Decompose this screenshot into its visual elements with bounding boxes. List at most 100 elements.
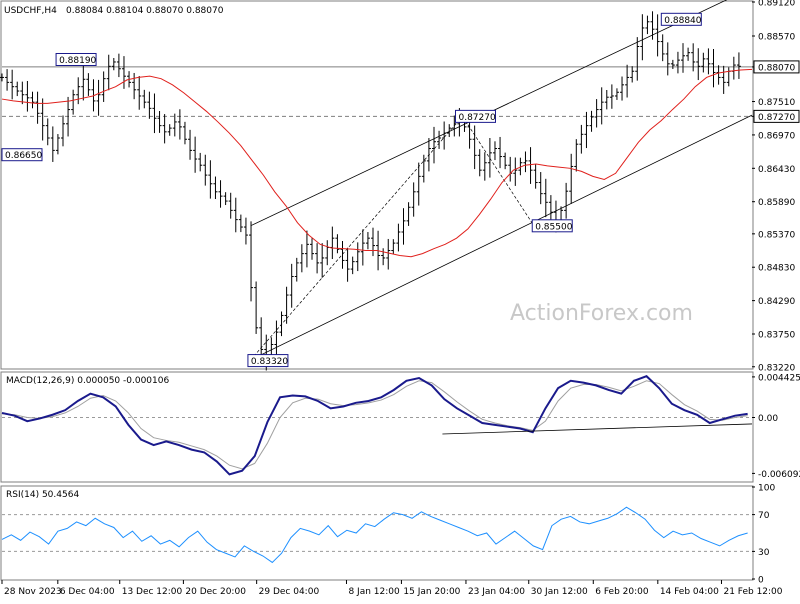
candle [584, 111, 589, 149]
price-y-tick-label: 0.84830 [758, 264, 795, 274]
candle [66, 96, 71, 137]
candle [721, 65, 726, 94]
candle [513, 157, 518, 186]
price-y-tick-label: 0.86430 [758, 165, 795, 175]
price-y-tick-label: 0.85370 [758, 230, 795, 240]
x-tick-label: 23 Jan 04:00 [468, 587, 525, 597]
candle [76, 77, 81, 105]
macd-signal-line [1, 380, 748, 470]
price-y-tick-label: 0.86970 [758, 131, 795, 141]
candle [177, 109, 182, 140]
candle [137, 76, 142, 110]
candle [640, 14, 645, 61]
candle [630, 66, 635, 83]
candle [294, 257, 299, 282]
candle [645, 15, 650, 35]
candle [0, 73, 4, 82]
candle [543, 178, 548, 218]
candle [121, 56, 126, 89]
candle [614, 88, 619, 100]
price-annotation: 0.88840 [660, 12, 702, 26]
candle [477, 149, 482, 177]
price-annotation: 0.85500 [531, 219, 573, 233]
candle [289, 263, 294, 308]
candle [111, 58, 116, 71]
candle [35, 91, 40, 124]
candle [157, 111, 162, 133]
rsi-panel-frame [0, 485, 754, 581]
candle [686, 47, 691, 61]
candle [650, 11, 655, 40]
candle [452, 115, 457, 137]
candle [589, 110, 594, 132]
candle [279, 311, 284, 337]
candle [142, 89, 147, 109]
annotation-box [660, 12, 702, 26]
x-tick-label: 28 Nov 2023 [4, 587, 62, 597]
candle [304, 230, 309, 268]
candle [249, 221, 254, 302]
candle [487, 138, 492, 178]
candle [660, 34, 665, 62]
candle [243, 217, 248, 245]
candle [655, 14, 660, 57]
candle [345, 247, 350, 282]
candle [442, 121, 447, 150]
rsi-y-tick-label: 30 [758, 548, 770, 558]
candle [213, 176, 218, 200]
candle [548, 195, 553, 220]
x-tick-label: 15 Jan 20:00 [403, 587, 460, 597]
candle [675, 51, 680, 74]
candle [599, 87, 604, 125]
candle [350, 256, 355, 275]
candle [162, 114, 167, 144]
candle [152, 93, 157, 134]
candle [106, 54, 111, 91]
candle [492, 141, 497, 161]
candle [523, 151, 528, 173]
candle [604, 89, 609, 110]
candle [20, 81, 25, 105]
candle [45, 118, 50, 146]
candle [60, 115, 65, 147]
channel-line-1 [250, 0, 728, 227]
candle [40, 98, 45, 141]
rsi-title: RSI(14) 50.4564 [6, 490, 79, 500]
candle [172, 113, 177, 137]
candle [365, 232, 370, 250]
price-annotation: 0.83320 [247, 354, 289, 368]
candle [238, 214, 243, 233]
candle [299, 244, 304, 273]
annotation-text: 0.83320 [251, 357, 288, 367]
candle [508, 156, 513, 182]
candle [396, 223, 401, 252]
price-layer: 0.88190 0.86650 0.83320 0.87270 0.85500 0.888… [0, 0, 753, 371]
candle [228, 192, 233, 219]
candle [625, 64, 630, 98]
candle [731, 56, 736, 80]
candle [401, 208, 406, 245]
candle [447, 124, 452, 138]
candle [233, 197, 238, 233]
price-y-tick-label: 0.83220 [758, 363, 795, 373]
candle [416, 162, 421, 206]
candle [386, 238, 391, 270]
x-tick-label: 21 Feb 12:00 [723, 587, 782, 597]
candle [711, 48, 716, 88]
candle [411, 182, 416, 217]
candle [340, 240, 345, 269]
projection-line-0 [250, 116, 463, 361]
annotation-text: 0.86650 [5, 151, 42, 161]
annotation-box [531, 219, 573, 233]
macd-trendline [442, 423, 753, 435]
candle [101, 71, 106, 102]
rsi-y-tick-label: 100 [758, 484, 775, 494]
annotation-text: 0.87270 [458, 113, 495, 123]
price-annotation: 0.88190 [55, 52, 97, 66]
candle [594, 99, 599, 128]
candle [406, 202, 411, 226]
candle [55, 134, 60, 155]
price-y-tick-label: 0.85890 [758, 198, 795, 208]
candle [25, 80, 30, 112]
candle [381, 248, 386, 266]
